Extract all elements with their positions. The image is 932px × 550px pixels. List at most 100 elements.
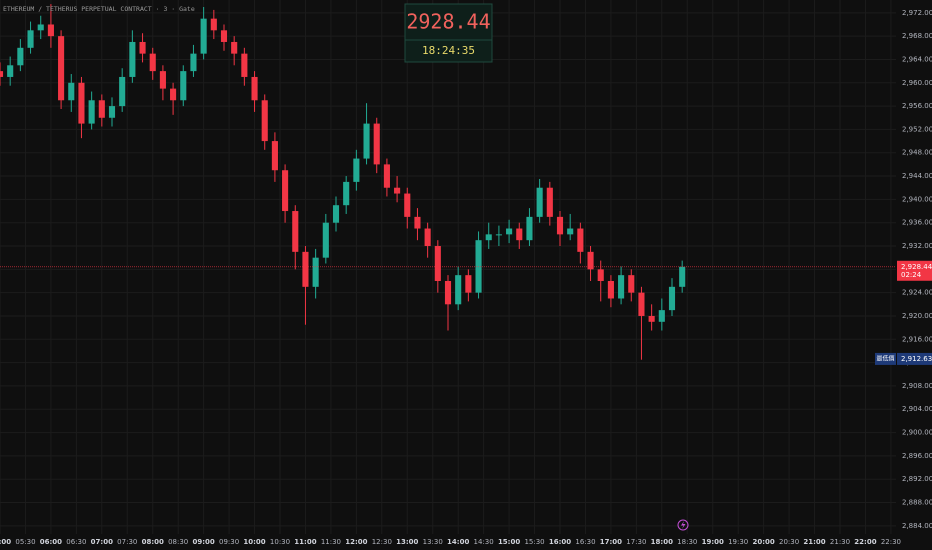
x-tick-label: 06:00 — [40, 538, 62, 546]
countdown-label: 02:24 — [901, 271, 922, 279]
candle-body — [332, 205, 340, 223]
x-tick-label: 16:00 — [549, 538, 571, 546]
candle-body — [261, 100, 268, 142]
candle-body — [607, 280, 614, 299]
x-tick-label: 06:30 — [66, 538, 86, 546]
candle-body — [78, 82, 85, 124]
candle-body — [302, 251, 309, 287]
event-icon[interactable] — [677, 519, 689, 531]
x-tick-label: 09:00 — [192, 538, 214, 546]
y-tick-label: 2,964.00 — [902, 55, 932, 63]
candle-body — [556, 216, 564, 235]
y-tick-label: 2,960.00 — [902, 79, 932, 87]
y-tick-label: 2,936.00 — [902, 219, 932, 227]
x-tick-label: 14:30 — [474, 538, 494, 546]
candle-body — [108, 106, 116, 118]
x-tick-label: 09:30 — [219, 538, 239, 546]
x-tick-label: 12:00 — [345, 538, 367, 546]
candle-body — [322, 222, 329, 258]
x-tick-label: 11:00 — [294, 538, 316, 546]
x-tick-label: 14:00 — [447, 538, 469, 546]
x-tick-label: 21:00 — [803, 538, 825, 546]
candle-body — [68, 82, 75, 101]
time-axis — [0, 534, 932, 550]
chart-title: ETHEREUM / TETHERUS PERPETUAL CONTRACT ·… — [3, 5, 195, 13]
axes: 2,884.00 2,888.00 2,892.00 2,896.00 2,900.00… — [0, 9, 932, 546]
x-tick-label: 11:30 — [321, 538, 341, 546]
candle-body — [149, 53, 156, 72]
candle-body — [343, 181, 350, 206]
x-tick-label: 22:00 — [854, 538, 876, 546]
candle-body — [628, 275, 635, 293]
y-tick-label: 2,884.00 — [902, 522, 932, 530]
y-tick-label: 2,944.00 — [902, 172, 932, 180]
candle-body — [231, 41, 238, 54]
candle-body — [495, 234, 502, 236]
y-tick-label: 2,972.00 — [902, 9, 932, 17]
y-tick-label: 2,920.00 — [902, 312, 932, 320]
candle-body — [292, 211, 299, 252]
y-tick-label: 2,900.00 — [902, 429, 932, 437]
current-price-tag — [897, 260, 932, 281]
candle-body — [434, 246, 441, 281]
candle-body — [58, 36, 65, 101]
x-tick-label: 20:00 — [752, 538, 774, 546]
candle-body — [444, 280, 452, 305]
candle-body — [475, 240, 482, 293]
x-tick-label: 20:30 — [779, 538, 799, 546]
x-tick-label: 10:00 — [243, 538, 265, 546]
candle-body — [597, 269, 604, 281]
candle-body — [241, 53, 248, 77]
candle-body — [37, 24, 44, 31]
candle-body — [170, 88, 177, 101]
low-marker-label: 2,912.63 — [901, 355, 932, 363]
candle-body — [526, 216, 533, 241]
y-tick-label: 2,888.00 — [902, 499, 932, 507]
x-tick-label: 13:30 — [423, 538, 443, 546]
overlay: ETHEREUM / TETHERUS PERPETUAL CONTRACT ·… — [0, 3, 896, 531]
candle-body — [373, 123, 380, 165]
price-box-time: 18:24:35 — [422, 44, 475, 57]
candle-body — [220, 30, 228, 42]
x-tick-label: 17:00 — [600, 538, 622, 546]
candle-body — [7, 65, 14, 77]
x-tick-label: 18:30 — [677, 538, 697, 546]
candle-body — [88, 100, 95, 124]
y-tick-label: 2,956.00 — [902, 102, 932, 110]
candle-body — [546, 187, 553, 217]
candle-body — [17, 47, 24, 66]
candle-body — [129, 41, 136, 77]
x-tick-label: 15:30 — [524, 538, 544, 546]
x-tick-label: 05:00 — [0, 538, 11, 546]
x-tick-label: 22:30 — [881, 538, 901, 546]
candle-body — [27, 30, 34, 48]
x-tick-label: 21:30 — [830, 538, 850, 546]
y-tick-label: 2,896.00 — [902, 452, 932, 460]
candle-body — [404, 193, 411, 217]
x-tick-label: 10:30 — [270, 538, 290, 546]
y-tick-label: 2,924.00 — [902, 289, 932, 297]
x-tick-label: 08:00 — [142, 538, 164, 546]
y-tick-label: 2,904.00 — [902, 405, 932, 413]
candle-body — [577, 228, 584, 252]
candle-body — [139, 41, 146, 54]
candle-body — [465, 275, 472, 293]
y-tick-label: 2,948.00 — [902, 149, 932, 157]
y-tick-label: 2,908.00 — [902, 382, 932, 390]
x-tick-label: 19:00 — [702, 538, 724, 546]
y-tick-label: 2,916.00 — [902, 335, 932, 343]
candle-body — [648, 315, 655, 322]
candle-body — [679, 266, 686, 287]
x-tick-label: 07:30 — [117, 538, 137, 546]
x-tick-label: 19:30 — [728, 538, 748, 546]
price-box — [404, 3, 493, 63]
candle-body — [516, 228, 523, 241]
candle-body — [383, 164, 390, 188]
candle-body — [353, 158, 360, 182]
candle-body — [0, 71, 4, 77]
candle-body — [536, 187, 543, 217]
y-tick-label: 2,940.00 — [902, 195, 932, 203]
x-tick-label: 15:00 — [498, 538, 520, 546]
